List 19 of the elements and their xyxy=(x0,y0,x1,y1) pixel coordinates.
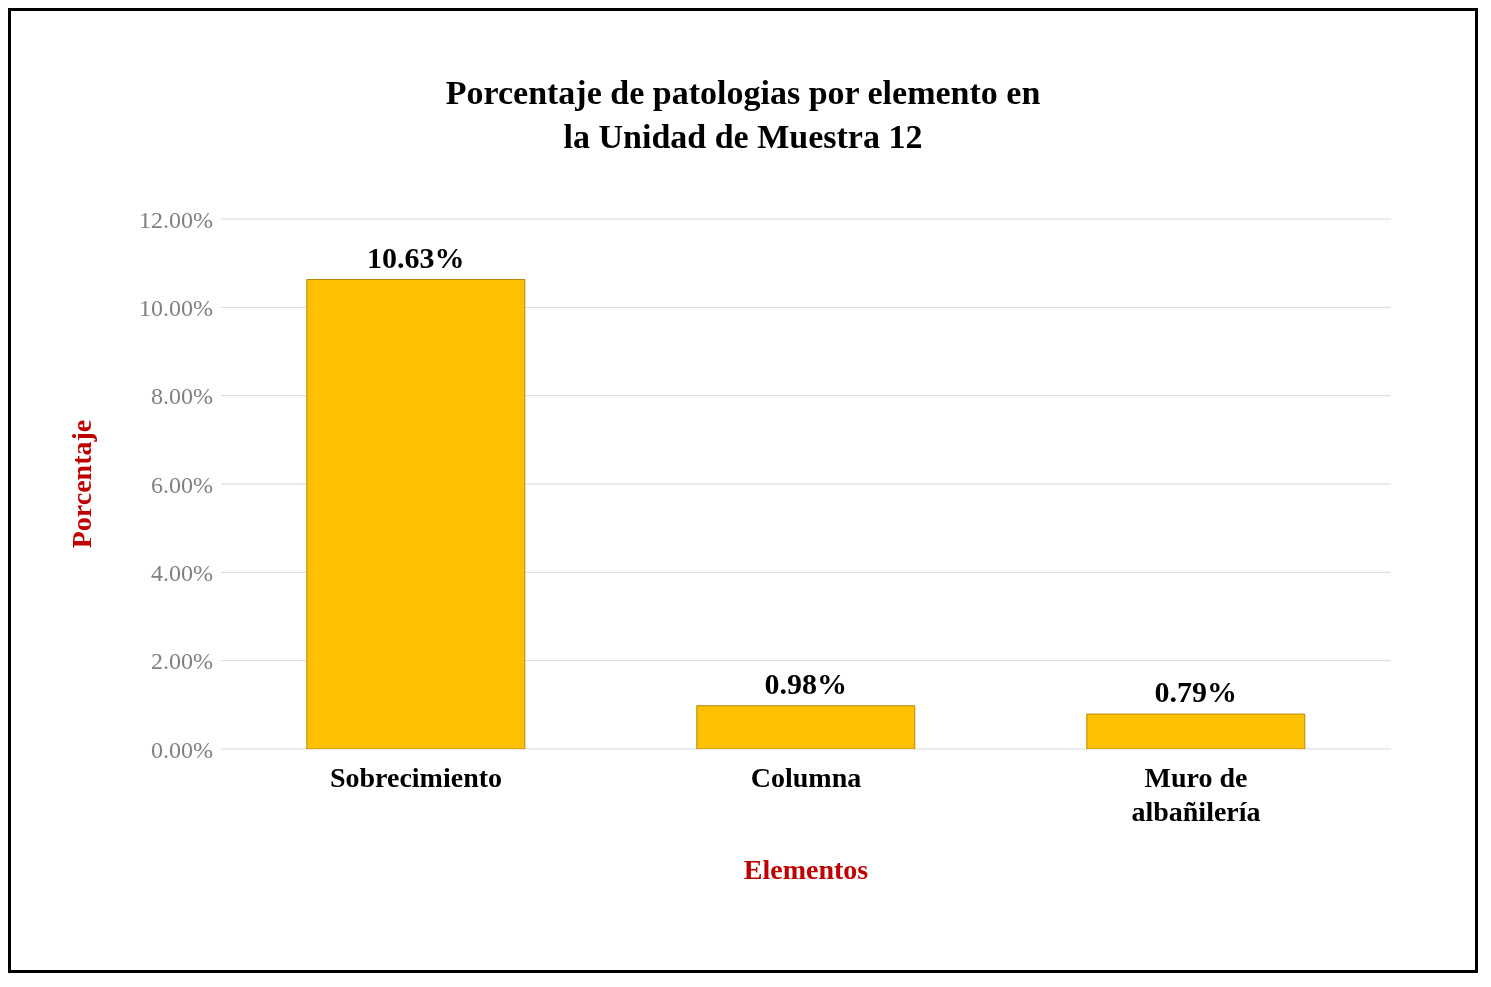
x-axis-title: Elementos xyxy=(743,854,869,885)
data-label: 0.79% xyxy=(1154,675,1238,709)
y-tick-label: 12.00% xyxy=(139,206,213,233)
bar xyxy=(1086,713,1306,749)
bar xyxy=(696,705,916,749)
x-tick-label: Columna xyxy=(750,762,862,793)
y-tick-label: 2.00% xyxy=(151,648,213,675)
y-tick-label: 6.00% xyxy=(151,471,213,498)
data-label: 0.98% xyxy=(764,666,848,700)
y-tick-label: 0.00% xyxy=(151,736,213,763)
bar xyxy=(306,279,526,749)
x-tick-label: Muro de albañilería xyxy=(1131,762,1261,827)
y-tick-label: 8.00% xyxy=(151,383,213,410)
x-tick-label: Sobrecimiento xyxy=(329,762,503,793)
y-axis-title: Porcentaje xyxy=(65,419,97,549)
chart-title: Porcentaje de patologias por elemento en la Unidad de Muestra 12 xyxy=(444,73,1042,157)
data-label: 10.63% xyxy=(367,240,465,274)
y-tick-label: 4.00% xyxy=(151,559,213,586)
y-tick-label: 10.00% xyxy=(139,294,213,321)
